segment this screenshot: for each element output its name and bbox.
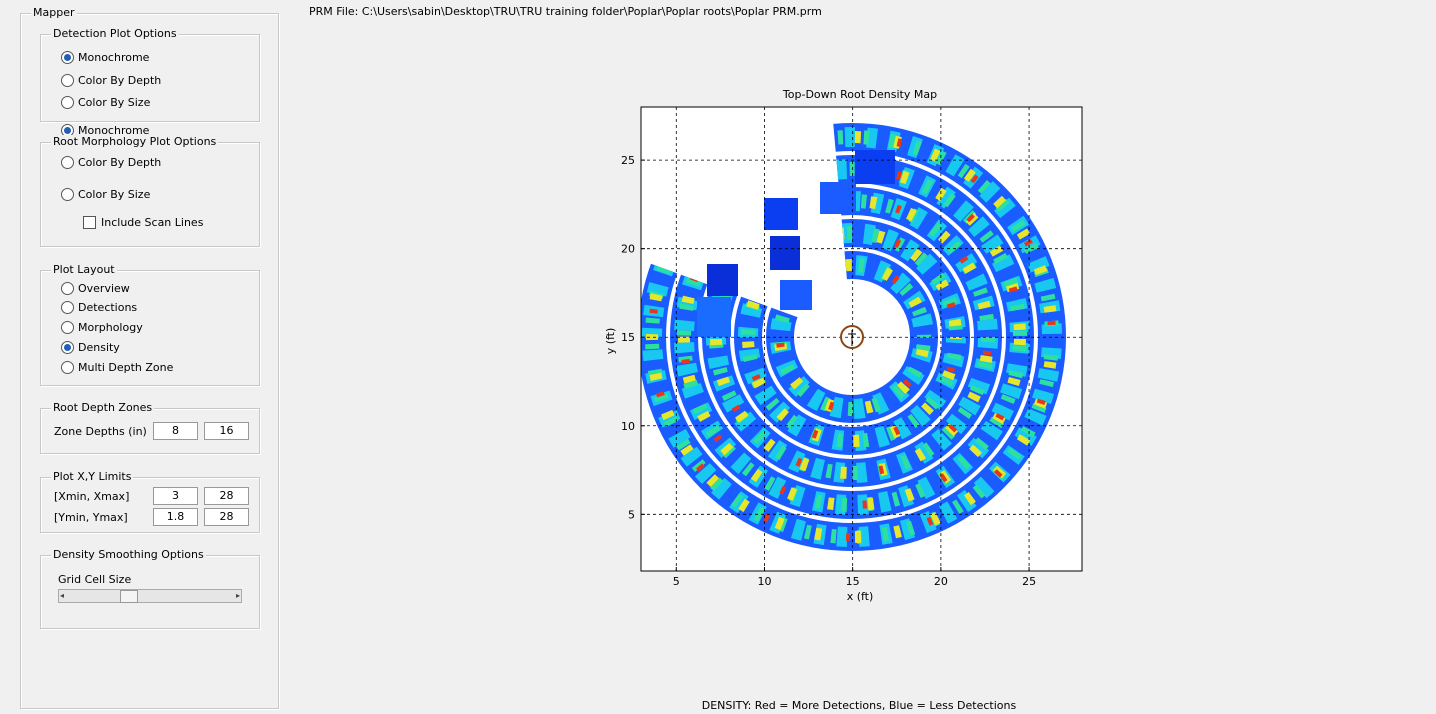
option-label: Detections (78, 301, 138, 314)
x-axis-label: x (ft) (847, 590, 874, 603)
radio[interactable] (61, 301, 74, 314)
density-band (712, 197, 992, 477)
radio[interactable] (61, 74, 74, 87)
radio-option[interactable]: Morphology (61, 321, 143, 335)
radio-option[interactable]: Color By Depth (61, 156, 161, 170)
group-title: Root Morphology Plot Options (51, 135, 219, 149)
x-tick-label: 20 (934, 575, 948, 588)
x-tick-label: 5 (673, 575, 680, 588)
group-title: Detection Plot Options (51, 27, 179, 41)
slider-thumb[interactable] (120, 590, 138, 603)
mapper-panel: Mapper (20, 6, 279, 709)
density-cell (770, 236, 800, 270)
option-label: Morphology (78, 321, 143, 334)
checkbox[interactable] (83, 216, 96, 229)
radio-option[interactable]: Density (61, 341, 120, 355)
option-label: Multi Depth Zone (78, 361, 174, 374)
option-label: Monochrome (78, 51, 150, 64)
density-cell (697, 297, 731, 337)
density-band (646, 131, 1058, 543)
group-box: Plot Layout (40, 263, 260, 386)
y-axis-label: y (ft) (604, 328, 617, 355)
radio[interactable] (61, 156, 74, 169)
axes: 5 10 15 20 25 5 10 15 20 25 (621, 107, 1082, 588)
y-tick-label: 20 (621, 243, 635, 256)
text-input[interactable]: 28 (204, 508, 249, 526)
y-tick-label: 5 (628, 508, 635, 521)
group-title: Plot Layout (51, 263, 117, 277)
y-tick-label: 15 (621, 331, 635, 344)
field-label: Zone Depths (in) (54, 425, 147, 438)
density-band (774, 259, 930, 415)
option-label: Overview (78, 282, 130, 295)
radio[interactable] (61, 341, 74, 354)
density-cell (764, 198, 798, 230)
text-input[interactable]: 28 (204, 487, 249, 505)
radio[interactable] (61, 51, 74, 64)
density-band (741, 226, 963, 448)
x-tick-label: 25 (1022, 575, 1036, 588)
text-input[interactable]: 8 (153, 422, 198, 440)
group-box: Plot X,Y Limits (40, 470, 260, 533)
density-band (677, 162, 1027, 512)
group-title: Plot X,Y Limits (51, 470, 134, 484)
group-box: Root Morphology Plot Options (40, 135, 260, 247)
density-cell (855, 150, 895, 184)
radio[interactable] (61, 124, 74, 137)
option-label: Density (78, 341, 120, 354)
radio-option[interactable]: Detections (61, 301, 137, 315)
field-label: [Xmin, Xmax] (54, 490, 130, 503)
radio[interactable] (61, 282, 74, 295)
checkbox-option[interactable]: Include Scan Lines (83, 216, 203, 230)
chart-title: Top-Down Root Density Map (782, 88, 937, 101)
field-label: Grid Cell Size (58, 573, 132, 586)
text-input[interactable]: 16 (204, 422, 249, 440)
tree-marker-cross (848, 330, 856, 346)
text-input[interactable]: 1.8 (153, 508, 198, 526)
y-tick-label: 10 (621, 420, 635, 433)
radio-option[interactable]: Multi Depth Zone (61, 361, 173, 375)
density-cell (820, 182, 856, 214)
group-box: Density Smoothing Options (40, 548, 260, 629)
panel-title: Mapper (31, 6, 77, 20)
slider[interactable]: ◂ ▸ (58, 589, 242, 603)
radio-option[interactable]: Overview (61, 282, 130, 296)
footer-note: DENSITY: Red = More Detections, Blue = L… (702, 699, 1017, 712)
radio[interactable] (61, 361, 74, 374)
slider-arrow[interactable]: ▸ (235, 591, 240, 600)
option-label: Monochrome (78, 124, 150, 137)
group-box: Detection Plot Options (40, 27, 260, 122)
radio-option[interactable]: Color By Depth (61, 74, 161, 88)
radio[interactable] (61, 188, 74, 201)
y-tick-label: 25 (621, 154, 635, 167)
radio-option[interactable]: Color By Size (61, 96, 150, 110)
radio[interactable] (61, 96, 74, 109)
radio-option[interactable]: Color By Size (61, 188, 150, 202)
file-path: PRM File: C:\Users\sabin\Desktop\TRU\TRU… (309, 5, 822, 18)
radio-option[interactable]: Monochrome (61, 124, 149, 137)
radio-option[interactable]: Monochrome (61, 51, 149, 65)
density-cell (707, 264, 738, 296)
option-label: Color By Depth (78, 156, 162, 169)
x-tick-label: 10 (757, 575, 771, 588)
option-label: Color By Depth (78, 74, 162, 87)
group-title: Density Smoothing Options (51, 548, 206, 562)
radio[interactable] (61, 321, 74, 334)
field-label: [Ymin, Ymax] (54, 511, 128, 524)
option-label: Color By Size (78, 96, 151, 109)
text-input[interactable]: 3 (153, 487, 198, 505)
group-box: Root Depth Zones (40, 401, 260, 454)
tree-marker (840, 325, 864, 349)
group-title: Root Depth Zones (51, 401, 155, 415)
option-label: Color By Size (78, 188, 151, 201)
density-cell (780, 280, 812, 310)
plot-frame (640, 106, 1083, 572)
x-tick-label: 15 (846, 575, 860, 588)
slider-arrow[interactable]: ◂ (60, 591, 65, 600)
checkbox-label: Include Scan Lines (101, 216, 204, 229)
